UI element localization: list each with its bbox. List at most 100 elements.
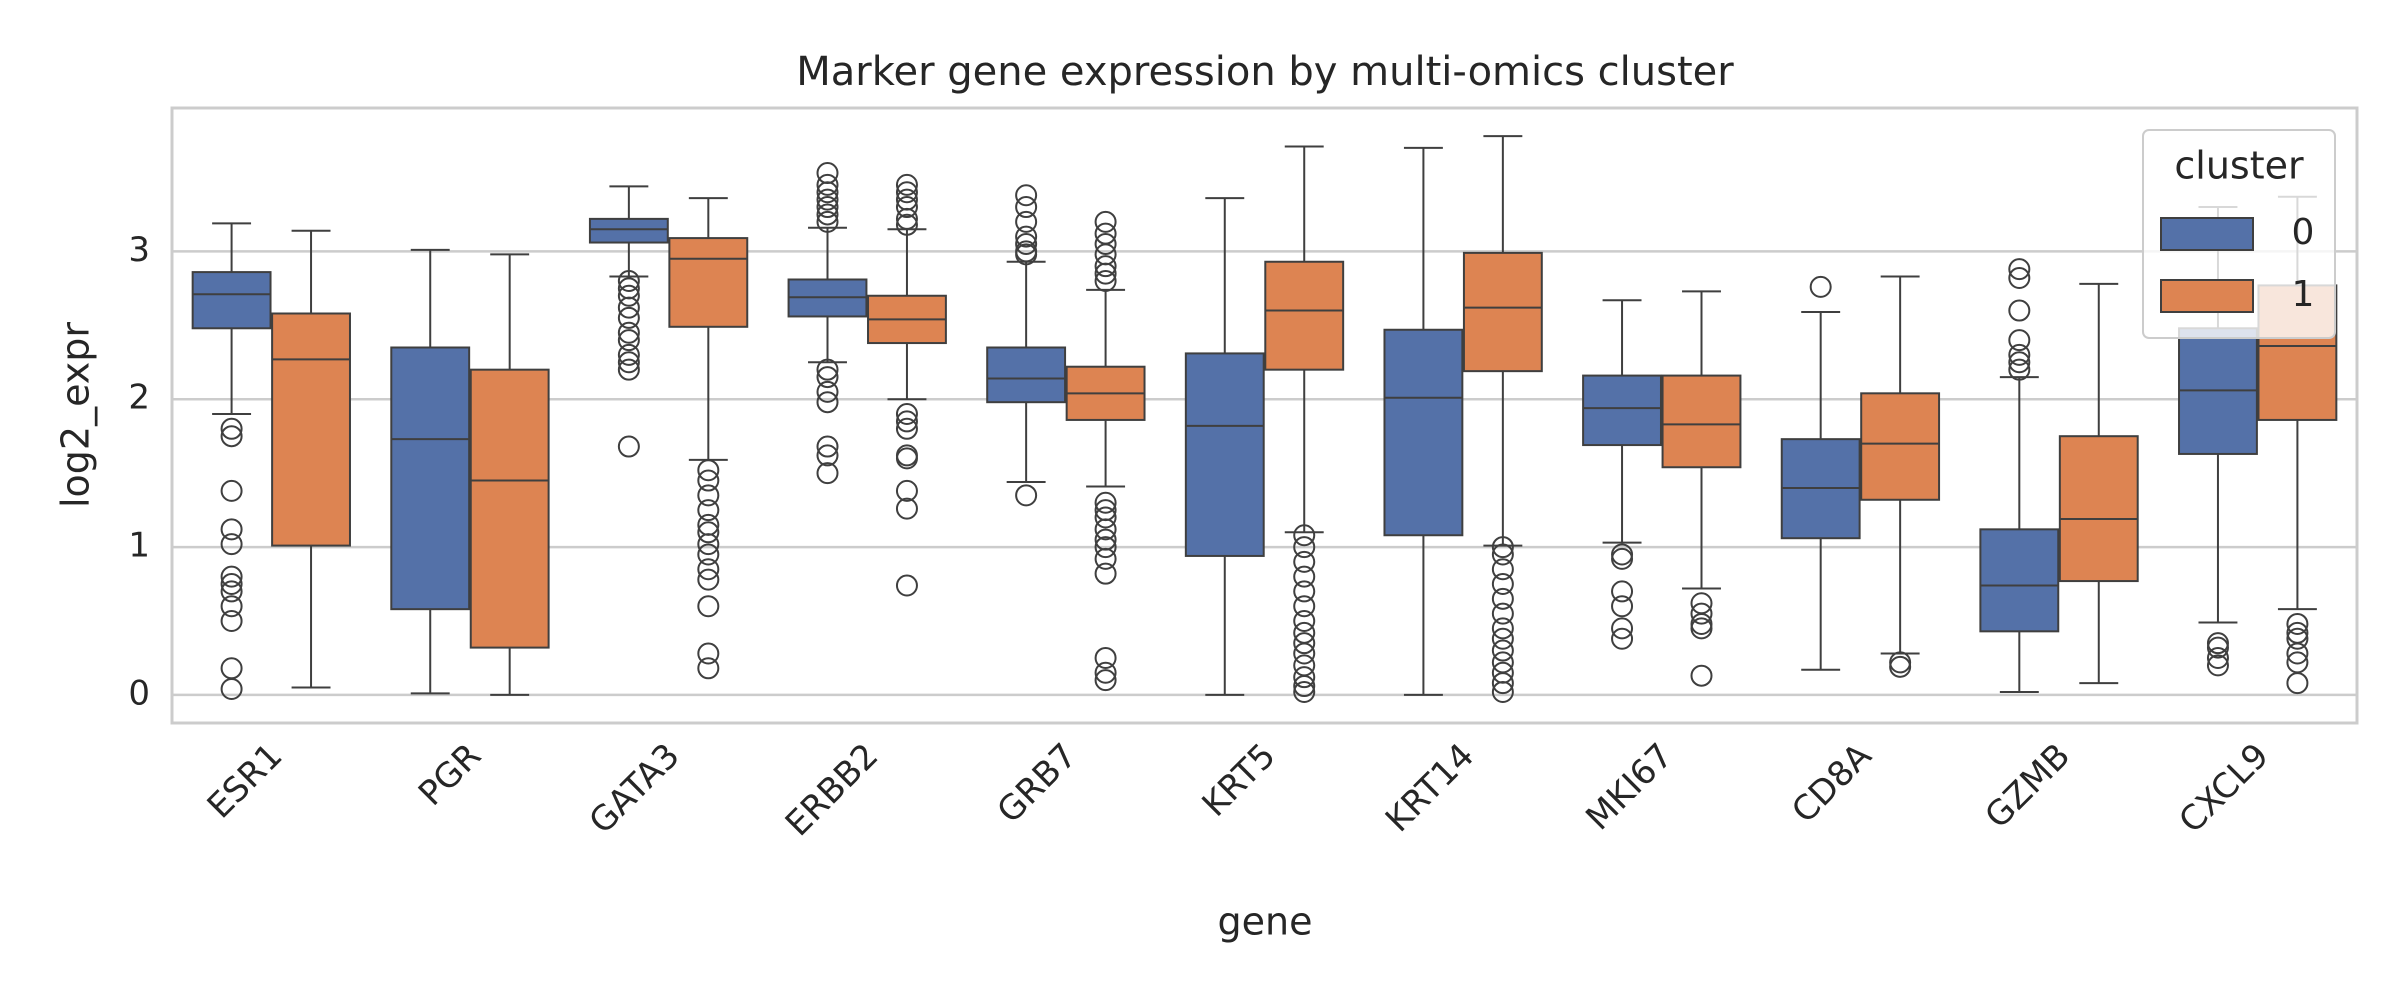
outlier [617, 321, 640, 344]
box-group [1264, 145, 1345, 703]
outlier [1015, 243, 1038, 266]
outlier [220, 533, 243, 556]
outlier [1491, 587, 1514, 610]
outlier [617, 296, 640, 319]
outlier [1611, 595, 1634, 618]
outlier [1491, 617, 1514, 640]
box-group [2058, 282, 2139, 685]
outlier [617, 358, 640, 381]
outlier [1491, 573, 1514, 596]
box [390, 346, 471, 611]
outlier [1094, 547, 1117, 570]
outlier [1094, 491, 1117, 514]
outlier [1491, 680, 1514, 703]
outlier [816, 444, 839, 467]
box-group [787, 162, 868, 485]
box-group [1780, 275, 1861, 671]
y-tick-label: 0 [128, 673, 150, 713]
y-tick-label: 1 [128, 526, 150, 566]
box-group [867, 173, 947, 597]
outlier [1611, 627, 1634, 650]
outlier [220, 425, 243, 448]
outlier [895, 196, 918, 219]
outlier [1094, 669, 1117, 692]
outlier [2008, 343, 2031, 366]
box [588, 217, 669, 244]
outlier [816, 435, 839, 458]
outlier [2206, 636, 2229, 659]
outlier [1491, 627, 1514, 650]
outlier [220, 609, 243, 632]
outlier [1094, 210, 1117, 233]
outlier [895, 173, 918, 196]
outlier [2206, 646, 2229, 669]
outlier [1491, 536, 1514, 559]
outlier [617, 269, 640, 292]
outlier [1690, 664, 1713, 687]
outlier [895, 479, 918, 502]
x-axis-label: gene [1218, 900, 1313, 944]
box-group [271, 229, 351, 689]
box [1979, 528, 2060, 633]
outlier [697, 657, 720, 680]
outlier [697, 469, 720, 492]
outlier [1094, 255, 1117, 278]
box-group [1661, 290, 1742, 687]
outlier [816, 391, 839, 414]
outlier [1491, 639, 1514, 662]
outlier [2008, 329, 2031, 352]
outlier [1094, 562, 1117, 585]
outlier [1015, 184, 1038, 207]
box [1462, 251, 1543, 373]
outlier [697, 595, 720, 618]
outlier [1094, 233, 1117, 256]
box [668, 237, 749, 328]
outlier [895, 181, 918, 204]
outlier [697, 484, 720, 507]
outlier [2206, 654, 2229, 677]
box [469, 368, 550, 649]
outlier [1611, 580, 1634, 603]
outlier [816, 203, 839, 226]
box-group [1065, 210, 1146, 692]
outlier [1094, 661, 1117, 684]
outlier [1015, 196, 1038, 219]
y-axis-label: log2_expr [54, 322, 98, 508]
box-group [2178, 206, 2258, 677]
outlier [617, 435, 640, 458]
outlier [895, 410, 918, 433]
outlier [617, 343, 640, 366]
box-group [1860, 275, 1941, 678]
outlier [1611, 617, 1634, 640]
outlier [816, 358, 839, 381]
outlier [1809, 275, 1832, 298]
outlier [816, 366, 839, 389]
outlier [220, 580, 243, 603]
outlier [895, 574, 918, 597]
outlier [895, 447, 918, 470]
outlier [895, 403, 918, 426]
outlier [1094, 646, 1117, 669]
outlier [617, 351, 640, 374]
outlier [1889, 655, 1912, 678]
box-group [986, 184, 1067, 507]
outlier [697, 521, 720, 544]
outlier [895, 497, 918, 520]
outlier [1491, 558, 1514, 581]
outlier [220, 518, 243, 541]
outlier [816, 181, 839, 204]
plot-frame [170, 106, 2359, 725]
y-tick-label: 2 [128, 378, 150, 418]
box-group [1582, 299, 1662, 650]
outlier [1015, 225, 1038, 248]
outlier [895, 213, 918, 236]
y-tick-label: 3 [128, 230, 150, 270]
box [1860, 392, 1941, 501]
outlier [1491, 543, 1514, 566]
chart-title: Marker gene expression by multi-omics cl… [796, 49, 1734, 95]
outlier [1293, 595, 1316, 618]
outlier [1015, 484, 1038, 507]
outlier [220, 573, 243, 596]
outlier [1293, 565, 1316, 588]
